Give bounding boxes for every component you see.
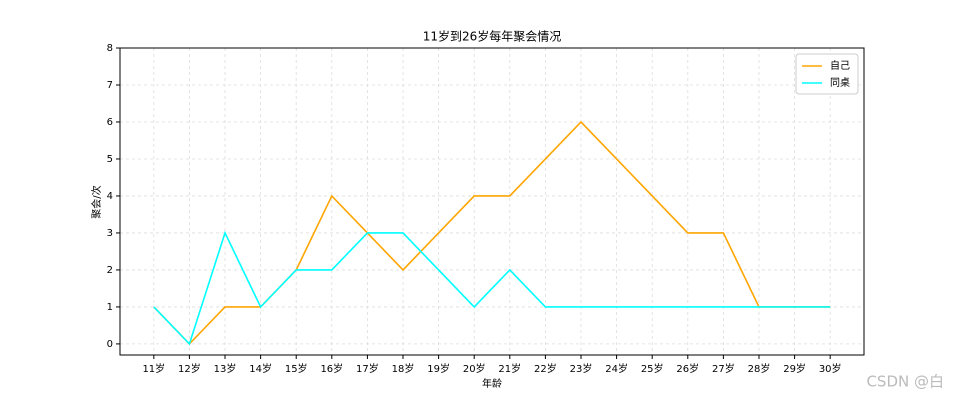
x-tick-label: 28岁	[748, 362, 771, 375]
plot-frame	[119, 47, 865, 356]
y-tick-label: 3	[107, 228, 113, 239]
y-tick-label: 2	[107, 265, 113, 276]
y-tick-label: 0	[107, 339, 113, 350]
y-tick-label: 4	[107, 191, 113, 202]
y-tick-label: 8	[107, 43, 113, 54]
x-tick-label: 27岁	[712, 362, 735, 375]
x-tick-label: 16岁	[320, 362, 343, 375]
y-tick-label: 5	[107, 154, 113, 165]
x-tick-label: 21岁	[498, 362, 521, 375]
x-axis-label: 年龄	[482, 377, 502, 390]
legend-label: 同桌	[830, 76, 850, 89]
x-tick-label: 24岁	[605, 362, 628, 375]
x-tick-label: 12岁	[178, 362, 201, 375]
x-tick-label: 19岁	[427, 362, 450, 375]
y-tick-label: 7	[107, 80, 113, 91]
legend-label: 自己	[830, 59, 850, 72]
x-tick-label: 14岁	[249, 362, 272, 375]
y-axis-label: 聚会/次	[90, 185, 103, 218]
y-tick-label: 1	[107, 302, 113, 313]
x-tick-label: 20岁	[463, 362, 486, 375]
x-tick-label: 22岁	[534, 362, 557, 375]
x-tick-label: 17岁	[356, 362, 379, 375]
y-tick-label: 6	[107, 117, 113, 128]
chart-title: 11岁到26岁每年聚会情况	[423, 29, 562, 44]
x-tick-label: 29岁	[783, 362, 806, 375]
x-tick-label: 13岁	[214, 362, 237, 375]
x-tick-label: 18岁	[392, 362, 415, 375]
watermark: CSDN @白	[866, 373, 944, 391]
line-series	[153, 230, 831, 346]
x-tick-label: 26岁	[676, 362, 699, 375]
legend-box	[795, 53, 859, 95]
x-tick-label: 30岁	[819, 362, 842, 375]
x-tick-label: 25岁	[641, 362, 664, 375]
x-tick-label: 23岁	[570, 362, 593, 375]
x-tick-label: 11岁	[142, 362, 165, 375]
x-tick-label: 15岁	[285, 362, 308, 375]
